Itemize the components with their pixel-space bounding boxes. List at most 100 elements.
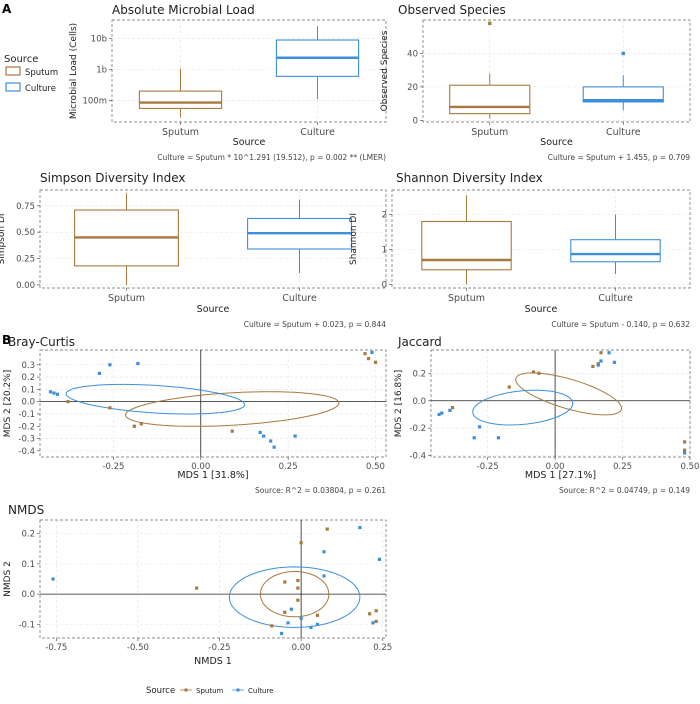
data-point-culture [262, 434, 266, 438]
confidence-ellipse-culture [65, 383, 246, 415]
legend-top-key-sputum [5, 66, 21, 76]
x-tick-label: 0.25 [613, 462, 632, 472]
plot-frame [111, 19, 387, 123]
data-point-sputum [325, 527, 329, 531]
data-point-culture [440, 411, 444, 415]
data-point-sputum [373, 360, 378, 364]
data-point-culture [293, 434, 297, 438]
y-axis-label: Simpson DI [0, 213, 7, 264]
y-axis-label: MDS 2 [20.2%] [3, 370, 13, 437]
legend-top-item-sputum: Sputum [5, 66, 58, 78]
chart-jaccard: Jaccard -0.4 -0.2 0.0 0.2 MDS 2 [16.8%] -0.25 0… [394, 335, 699, 495]
data-point-culture [286, 621, 290, 625]
data-point-culture [371, 621, 375, 625]
x-tick-label: 0.00 [292, 643, 311, 653]
legend-bottom: Source Sputum Culture [146, 686, 273, 696]
data-point-culture [136, 361, 140, 366]
y-tick-label: 0.2 [412, 369, 426, 379]
box-sputum [449, 73, 531, 119]
y-tick-label: 0.2 [21, 373, 35, 383]
chart-title: Shannon Diversity Index [396, 171, 543, 185]
data-point-culture [258, 430, 262, 435]
data-point-culture [358, 525, 362, 530]
panel-label-a: A [2, 2, 12, 16]
box-culture [582, 75, 664, 111]
y-tick-label: 0.1 [21, 560, 35, 570]
data-point-sputum [374, 609, 378, 613]
box-body [570, 239, 661, 263]
y-tick-label: 0.3 [21, 361, 35, 371]
legend-bottom-label-sputum: Sputum [196, 687, 224, 695]
y-tick-label: 10b [91, 35, 107, 45]
data-point-sputum [507, 385, 511, 389]
data-point-culture [315, 622, 320, 626]
data-point-culture [370, 350, 374, 355]
confidence-ellipse-culture [228, 566, 361, 628]
y-tick-label: -0.4 [409, 452, 426, 462]
data-point-sputum [368, 612, 372, 616]
y-tick-label: 0 [413, 116, 418, 126]
legend-bottom-item-sputum: Sputum [180, 687, 224, 695]
data-point-culture [269, 439, 273, 443]
data-point-sputum [537, 371, 541, 375]
x-axis-label: Source [540, 137, 573, 148]
x-tick-label: -0.50 [127, 643, 149, 653]
box-culture [247, 199, 352, 274]
legend-top: Source Sputum Culture [4, 54, 58, 94]
x-tick-label: Sputum [162, 127, 199, 138]
x-tick-label: 0.25 [373, 643, 392, 653]
legend-bottom-label-culture: Culture [248, 687, 273, 695]
legend-bottom-item-culture: Culture [232, 687, 273, 695]
box-sputum [74, 193, 179, 285]
x-tick-label: -0.25 [102, 462, 124, 472]
data-point-culture [599, 359, 603, 363]
y-tick-label: 0.2 [21, 530, 35, 540]
x-tick-label: 0.00 [191, 462, 210, 472]
y-tick-label: 0.25 [16, 254, 35, 264]
chart-caption: Culture = Sputum - 0.140, p = 0.632 [551, 320, 690, 329]
data-point-sputum [299, 541, 303, 545]
confidence-ellipse-sputum [259, 570, 330, 618]
data-point-sputum [139, 422, 143, 426]
data-point-sputum [296, 598, 300, 602]
x-tick-label: 0.25 [279, 462, 298, 472]
y-tick-label: 0.00 [16, 281, 35, 291]
chart-caption: Source: R^2 = 0.03804, p = 0.261 [255, 486, 386, 495]
data-point-culture [279, 631, 284, 636]
outlier-point [621, 51, 625, 56]
y-tick-label: 40 [407, 49, 418, 59]
box-sputum [138, 68, 223, 118]
legend-bottom-title: Source [146, 686, 175, 696]
y-tick-label: 0.1 [21, 385, 35, 395]
y-tick-label: 1 [382, 246, 387, 256]
data-point-sputum [270, 624, 274, 628]
grid-lines [40, 520, 386, 638]
chart-title: Simpson Diversity Index [40, 171, 186, 185]
data-point-culture [108, 363, 112, 367]
data-point-sputum [450, 406, 455, 410]
chart-title: Jaccard [397, 335, 442, 349]
data-point-sputum [230, 429, 234, 433]
data-point-culture [437, 412, 441, 417]
data-point-sputum [363, 352, 367, 356]
chart-obs: Observed Species 0 20 40 Observed Species Spu… [380, 3, 691, 162]
data-point-culture [299, 616, 303, 620]
y-tick-label: -0.1 [18, 410, 35, 420]
data-point-culture [289, 607, 293, 611]
x-tick-label: Culture [300, 127, 335, 138]
data-point-sputum [315, 613, 320, 617]
data-point-culture [322, 550, 326, 554]
chart-caption: Culture = Sputum * 10^1.291 (19.512), p … [157, 153, 386, 162]
data-point-culture [309, 625, 313, 630]
y-tick-label: 0.0 [412, 397, 426, 407]
y-tick-label: 0.0 [21, 398, 35, 408]
y-tick-label: 100m [82, 96, 107, 106]
chart-caption: Culture = Sputum + 1.455, p = 0.709 [548, 153, 690, 162]
grid-lines [431, 350, 691, 457]
y-tick-label: 0.75 [16, 202, 35, 212]
data-point-culture [607, 351, 611, 355]
data-point-culture [596, 363, 600, 367]
y-tick-label: -0.3 [18, 435, 35, 445]
data-point-sputum [591, 364, 595, 369]
